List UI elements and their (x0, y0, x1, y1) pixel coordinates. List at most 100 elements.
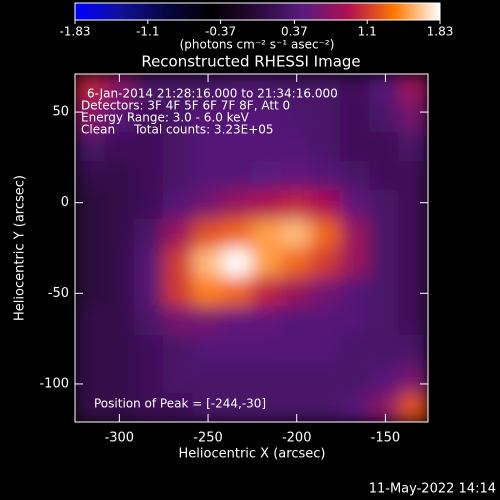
x-tick-label: -200 (282, 431, 312, 446)
heat-cell (192, 248, 223, 278)
heat-cell (75, 277, 106, 307)
heat-cell (280, 219, 311, 249)
heat-cell (222, 248, 253, 278)
heat-cell (192, 335, 223, 365)
annotation: Detectors: 3F 4F 5F 6F 7F 8F, Att 0 (81, 99, 290, 113)
x-tick-label: -300 (105, 431, 135, 446)
heat-cell (310, 132, 341, 162)
heat-cell (310, 161, 341, 191)
heat-cell (192, 161, 223, 191)
heat-cell (133, 306, 164, 336)
heatmap-cells (75, 74, 428, 422)
heat-cell (104, 132, 135, 162)
heat-cell (280, 74, 311, 104)
heat-cell (104, 277, 135, 307)
heat-cell (75, 74, 106, 104)
heat-cell (251, 364, 282, 394)
heat-cell (339, 248, 370, 278)
chart-title: Reconstructed RHESSI Image (141, 53, 360, 71)
heat-cell (310, 190, 341, 220)
heat-cell (133, 190, 164, 220)
colorbar-tick-label: -0.37 (205, 25, 236, 39)
heat-cell (369, 277, 400, 307)
heat-cell (280, 248, 311, 278)
heat-cell (133, 132, 164, 162)
heat-cell (75, 393, 106, 422)
heat-cell (369, 161, 400, 191)
heat-cell (310, 277, 341, 307)
heat-cell (75, 161, 106, 191)
heat-cell (369, 248, 400, 278)
heat-cell (251, 248, 282, 278)
heat-cell (222, 103, 253, 133)
heat-cell (251, 74, 282, 104)
heat-cell (310, 219, 341, 249)
heat-cell (369, 393, 400, 422)
annotation: Energy Range: 3.0 - 6.0 keV (81, 111, 250, 125)
heat-cell (222, 74, 253, 104)
heat-cell (104, 306, 135, 336)
heat-cell (339, 277, 370, 307)
heat-cell (75, 219, 106, 249)
x-axis-label: Heliocentric X (arcsec) (179, 447, 326, 462)
heat-cell (163, 306, 194, 336)
heat-cell (192, 277, 223, 307)
heat-cell (339, 190, 370, 220)
heat-cell (369, 364, 400, 394)
heat-cell (280, 306, 311, 336)
heat-cell (163, 393, 194, 422)
heat-cell (310, 103, 341, 133)
heat-cell (339, 132, 370, 162)
heat-cell (339, 364, 370, 394)
heat-cell (398, 364, 428, 394)
heat-cell (310, 393, 341, 422)
heat-cell (369, 306, 400, 336)
heat-cell (398, 248, 428, 278)
heatmap (75, 74, 428, 422)
heat-cell (163, 277, 194, 307)
heat-cell (133, 393, 164, 422)
heat-cell (192, 219, 223, 249)
colorbar-tick-label: 1.1 (358, 25, 377, 39)
heat-cell (398, 335, 428, 365)
heat-cell (339, 161, 370, 191)
heat-cell (222, 277, 253, 307)
timestamp: 11-May-2022 14:14 (369, 482, 496, 497)
heat-cell (310, 248, 341, 278)
heat-cell (133, 219, 164, 249)
heat-cell (251, 219, 282, 249)
heat-cell (222, 161, 253, 191)
heat-cell (369, 190, 400, 220)
heat-cell (398, 161, 428, 191)
heat-cell (398, 219, 428, 249)
heat-cell (163, 335, 194, 365)
heat-cell (398, 74, 428, 104)
heat-cell (280, 103, 311, 133)
heat-cell (369, 219, 400, 249)
x-tick-label: -250 (193, 431, 223, 446)
heat-cell (133, 248, 164, 278)
heat-cell (369, 132, 400, 162)
heat-cell (398, 103, 428, 133)
heat-cell (339, 219, 370, 249)
heat-cell (251, 103, 282, 133)
heat-cell (251, 277, 282, 307)
heat-cell (75, 248, 106, 278)
heat-cell (251, 190, 282, 220)
colorbar-tick-label: -1.83 (59, 25, 90, 39)
heat-cell (339, 393, 370, 422)
heat-cell (104, 219, 135, 249)
heat-cell (398, 393, 428, 422)
heat-cell (280, 132, 311, 162)
heat-cell (163, 132, 194, 162)
x-tick-label: -150 (371, 431, 401, 446)
heat-cell (75, 364, 106, 394)
heat-cell (133, 335, 164, 365)
heat-cell (75, 132, 106, 162)
heat-cell (222, 219, 253, 249)
annotation: Clean Total counts: 3.23E+05 (81, 123, 274, 137)
peak-label: Position of Peak = [-244,-30] (94, 397, 266, 411)
heat-cell (104, 161, 135, 191)
y-tick-label: 50 (52, 105, 69, 120)
